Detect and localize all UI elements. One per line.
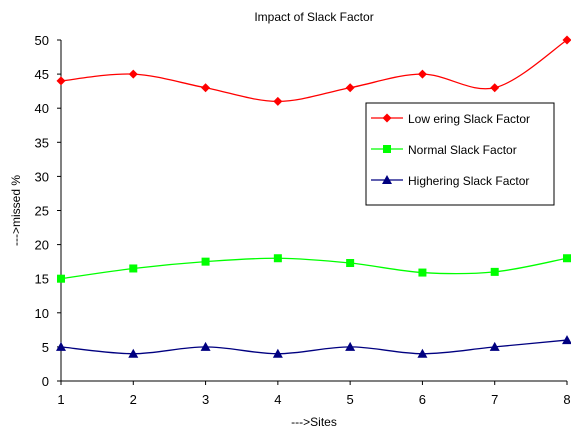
x-tick-label: 3 [202,392,209,407]
y-tick-label: 35 [35,135,49,150]
data-point [273,97,282,106]
series-1 [57,254,571,282]
y-tick-label: 10 [35,306,49,321]
data-point [346,259,354,267]
y-axis-label: --->missed % [9,175,23,246]
data-point [563,254,571,262]
series-line [61,40,567,101]
x-tick-label: 4 [274,392,281,407]
data-point [129,264,137,272]
x-tick-label: 8 [563,392,570,407]
data-point [418,70,427,79]
y-tick-label: 30 [35,169,49,184]
data-point [202,258,210,266]
data-point [57,76,66,85]
series-0 [57,36,571,106]
data-point [201,83,210,92]
y-tick-label: 50 [35,33,49,48]
data-point [491,268,499,276]
y-tick-label: 15 [35,272,49,287]
data-point [129,70,138,79]
x-tick-label: 2 [130,392,137,407]
x-tick-label: 1 [57,392,64,407]
x-tick-label: 5 [347,392,354,407]
data-point [563,36,571,45]
data-point [57,275,65,283]
series-line [61,340,567,354]
legend-label: Low ering Slack Factor [408,112,530,126]
x-tick-label: 6 [419,392,426,407]
legend: Low ering Slack Factor Normal Slack Facto… [366,103,554,205]
y-tick-label: 5 [42,340,49,355]
legend-swatch-marker [383,145,391,153]
y-tick-label: 25 [35,204,49,219]
x-axis-label: --->Sites [291,415,337,429]
y-tick-label: 45 [35,67,49,82]
series-2 [56,335,571,358]
data-point [418,269,426,277]
y-tick-label: 0 [42,374,49,389]
x-tick-label: 7 [491,392,498,407]
y-tick-label: 40 [35,101,49,116]
legend-label: Highering Slack Factor [408,174,529,188]
legend-label: Normal Slack Factor [408,143,517,157]
y-tick-label: 20 [35,238,49,253]
data-point [490,83,499,92]
chart-title: Impact of Slack Factor [254,10,373,24]
data-point [562,335,571,344]
data-point [346,83,355,92]
data-point [274,254,282,262]
